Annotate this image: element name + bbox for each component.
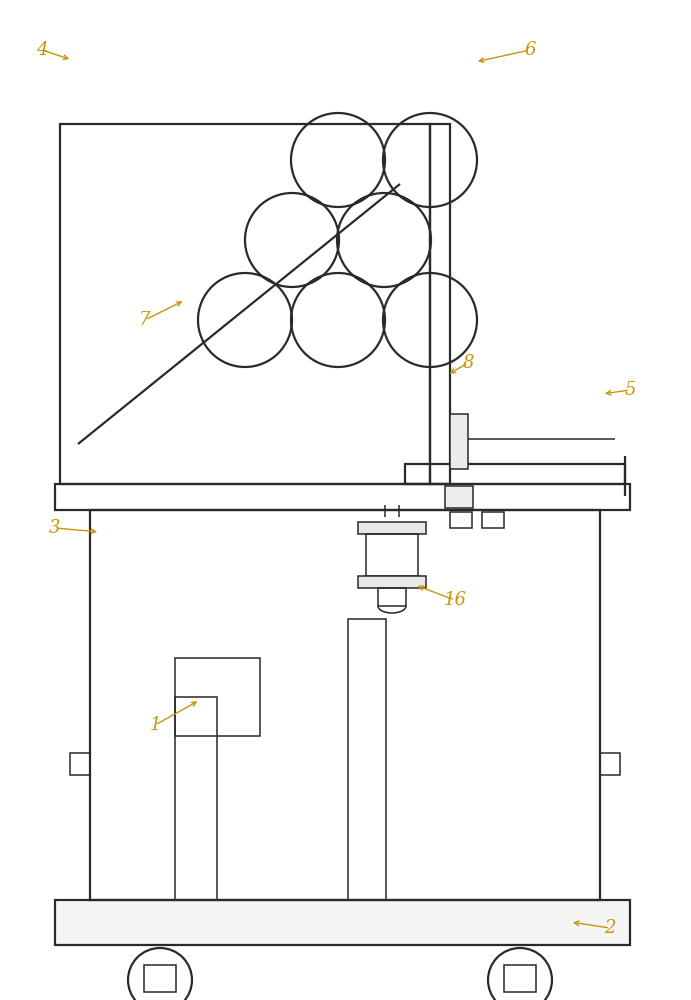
Bar (144, 965, 176, 992)
Text: 2: 2 (604, 919, 616, 937)
Bar (450, 512, 472, 528)
Bar (60, 124, 430, 484)
Text: 7: 7 (140, 311, 151, 329)
Bar (55, 484, 630, 510)
Bar (445, 486, 473, 508)
Bar (450, 414, 468, 469)
Bar (348, 619, 386, 900)
Bar (358, 522, 426, 534)
Bar (378, 588, 406, 606)
Text: 4: 4 (36, 41, 48, 59)
Bar (175, 697, 217, 900)
Bar (70, 753, 90, 775)
Bar (405, 464, 625, 484)
Bar (358, 576, 426, 588)
Bar (90, 510, 600, 900)
Bar (482, 512, 504, 528)
Text: 16: 16 (444, 591, 466, 609)
Bar (504, 965, 536, 992)
Bar (600, 753, 620, 775)
Bar (175, 658, 260, 736)
Bar (55, 900, 630, 945)
Text: 1: 1 (149, 716, 161, 734)
Text: 8: 8 (462, 354, 474, 372)
Bar (430, 124, 450, 484)
Bar (366, 534, 418, 576)
Text: 3: 3 (49, 519, 61, 537)
Text: 6: 6 (524, 41, 536, 59)
Text: 5: 5 (624, 381, 636, 399)
